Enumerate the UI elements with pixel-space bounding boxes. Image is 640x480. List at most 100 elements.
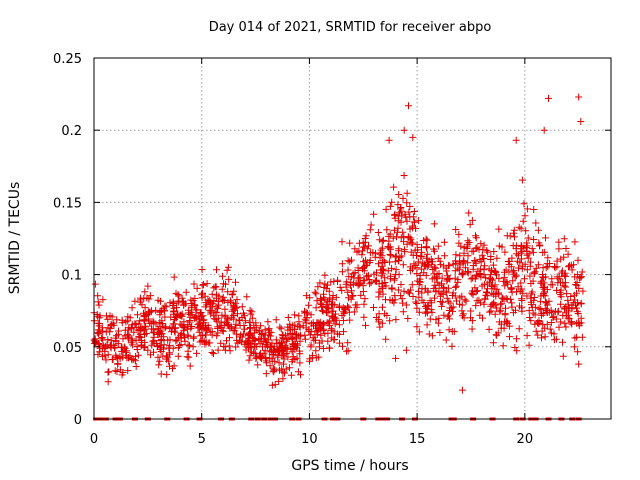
data-point — [476, 265, 484, 273]
data-point — [166, 349, 173, 357]
data-point — [314, 327, 322, 335]
data-point — [196, 315, 204, 323]
data-point — [301, 331, 309, 339]
data-point — [459, 271, 467, 279]
data-point — [356, 274, 364, 282]
data-point — [423, 308, 431, 316]
data-point — [266, 362, 274, 370]
data-point — [406, 238, 414, 246]
data-point — [358, 251, 366, 259]
data-point — [338, 287, 346, 295]
data-point — [332, 293, 340, 301]
data-point — [170, 273, 178, 281]
data-point — [412, 298, 420, 306]
data-point — [532, 264, 540, 272]
data-point — [105, 368, 113, 376]
data-point — [327, 325, 335, 333]
data-point — [555, 238, 563, 246]
data-point — [424, 258, 431, 266]
data-point — [359, 265, 366, 273]
data-point — [154, 325, 162, 333]
data-point — [184, 321, 192, 329]
data-point — [391, 292, 399, 300]
data-point — [330, 328, 338, 336]
data-point — [515, 223, 523, 231]
data-point — [312, 354, 320, 362]
data-point — [246, 352, 254, 360]
data-point — [224, 263, 232, 271]
data-point — [294, 332, 302, 340]
data-point — [181, 324, 189, 332]
data-point — [458, 270, 466, 278]
data-point — [520, 200, 528, 208]
data-point — [135, 320, 143, 328]
data-point — [402, 346, 410, 354]
data-point — [230, 287, 238, 295]
data-point — [527, 317, 535, 325]
plot-frame — [93, 57, 612, 420]
data-point — [325, 287, 333, 295]
data-point — [502, 318, 510, 326]
data-point — [362, 256, 370, 264]
data-point — [451, 274, 459, 282]
data-point — [208, 290, 216, 298]
data-point — [440, 238, 448, 246]
data-point — [568, 266, 576, 274]
data-point — [469, 262, 477, 270]
data-point — [564, 301, 572, 309]
data-point — [192, 306, 200, 314]
data-point — [246, 319, 254, 327]
data-point — [296, 323, 304, 331]
data-point — [480, 241, 488, 249]
data-point — [526, 314, 534, 321]
data-point — [517, 279, 525, 287]
data-point — [411, 218, 418, 226]
data-point — [401, 210, 409, 218]
data-point — [262, 355, 270, 363]
y-tick-label: 0 — [74, 413, 82, 428]
data-point — [574, 310, 582, 317]
data-point — [296, 337, 304, 345]
data-point — [232, 278, 239, 286]
data-point — [522, 244, 530, 251]
data-point — [386, 258, 394, 266]
data-point — [495, 275, 503, 283]
data-point — [283, 337, 291, 345]
data-point — [417, 253, 425, 261]
data-point — [302, 292, 310, 300]
data-point — [413, 323, 421, 331]
data-point — [204, 296, 212, 304]
data-point — [493, 271, 500, 279]
data-point — [382, 282, 390, 290]
data-point — [303, 314, 311, 322]
data-point — [206, 328, 214, 336]
data-point — [562, 272, 570, 280]
data-point — [544, 254, 552, 262]
data-point — [366, 226, 374, 234]
data-point — [344, 266, 352, 274]
data-point — [131, 357, 139, 365]
data-point — [456, 258, 463, 266]
data-point — [124, 333, 132, 341]
data-point — [467, 307, 475, 315]
data-point — [532, 327, 540, 335]
data-point — [458, 307, 466, 315]
data-point — [472, 232, 479, 240]
data-point — [468, 325, 476, 333]
data-point — [318, 321, 326, 329]
data-point — [399, 194, 407, 202]
data-point — [526, 262, 534, 270]
data-point — [284, 314, 292, 321]
data-point — [276, 323, 284, 331]
data-point — [530, 294, 538, 301]
data-point — [163, 371, 171, 379]
data-point — [538, 334, 545, 342]
data-point — [489, 276, 496, 284]
data-point — [113, 368, 121, 375]
data-point — [383, 312, 391, 319]
data-point — [491, 310, 499, 318]
data-points — [90, 93, 587, 394]
data-point — [464, 252, 472, 260]
data-point — [343, 347, 351, 355]
